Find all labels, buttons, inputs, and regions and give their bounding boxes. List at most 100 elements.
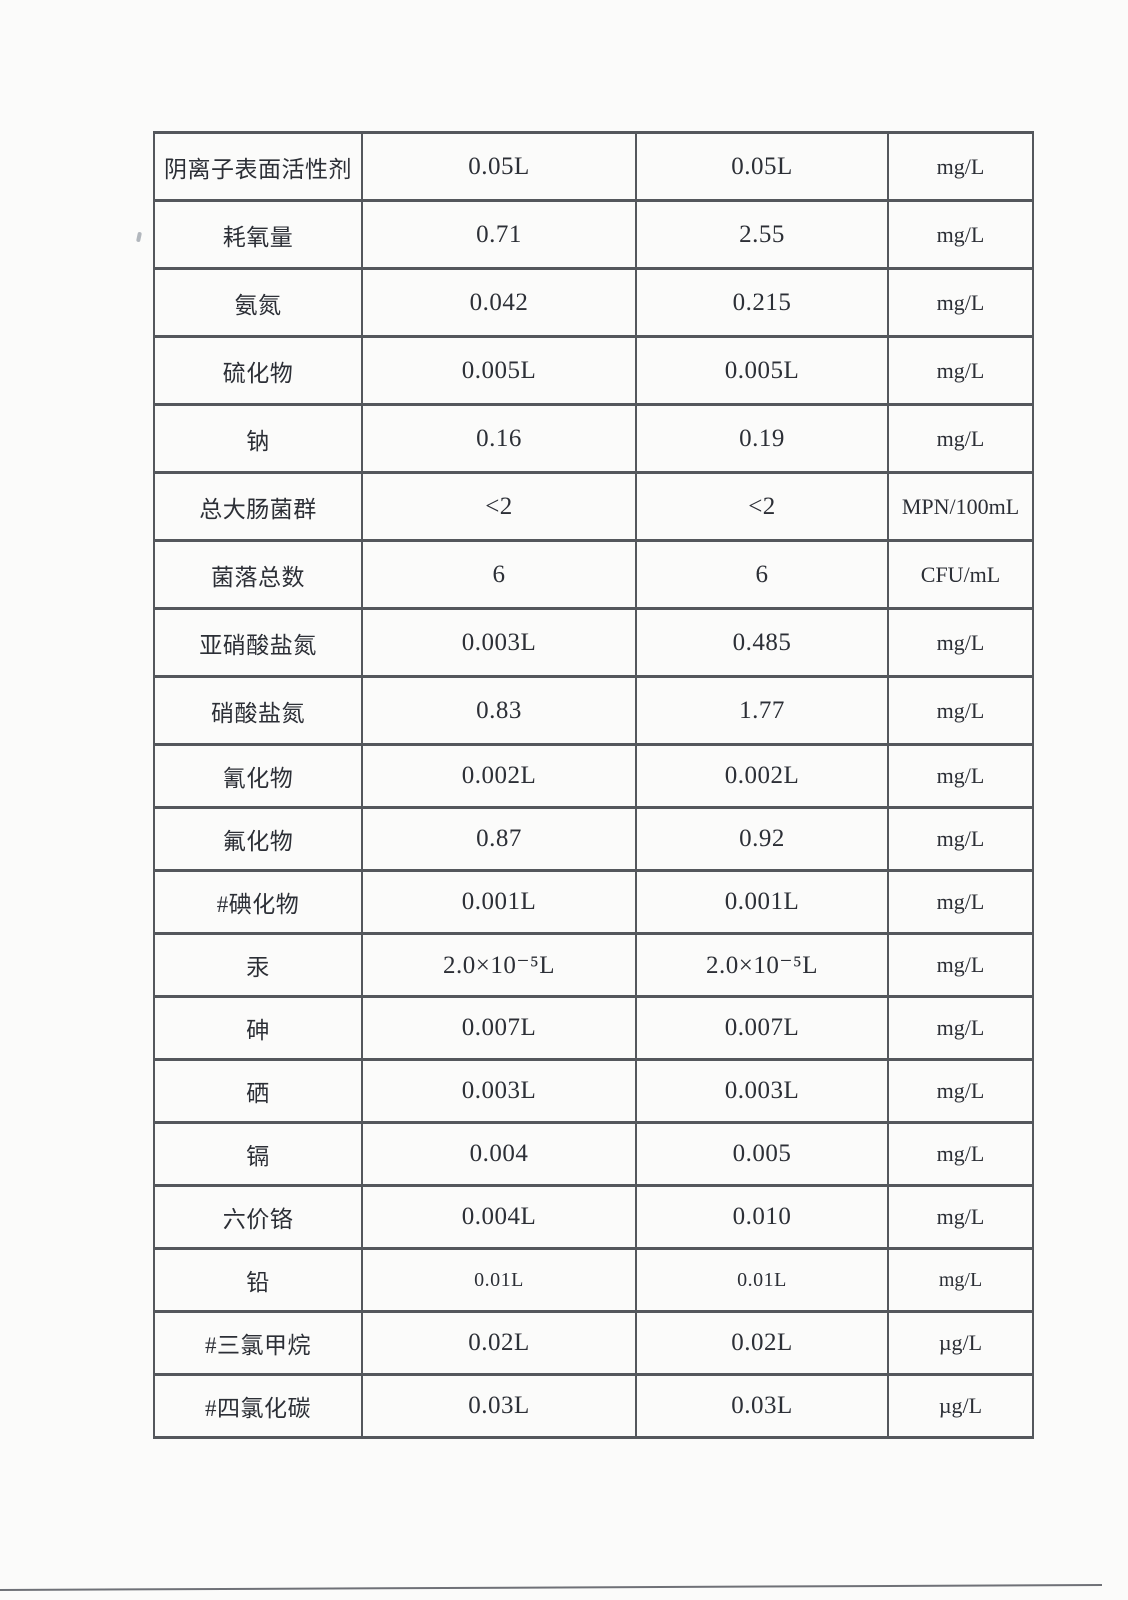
sample1-value-cell: 0.01L [361, 1247, 637, 1313]
sample2-value-cell: 6 [635, 539, 889, 610]
unit-cell: µg/L [887, 1373, 1034, 1439]
sample2-value-cell: 0.215 [635, 267, 889, 338]
parameter-name-cell: 氨氮 [153, 267, 363, 338]
unit-cell: µg/L [887, 1310, 1034, 1376]
table-row: 镉 0.004 0.005 mg/L [153, 1121, 1034, 1187]
parameter-name-cell: 砷 [153, 995, 363, 1061]
sample2-value-cell: 1.77 [635, 675, 889, 746]
parameter-name-cell: 氟化物 [153, 806, 363, 872]
sample2-value-cell: 0.05L [635, 131, 889, 202]
table-row: 砷 0.007L 0.007L mg/L [153, 995, 1034, 1061]
parameter-name-cell: 氰化物 [153, 743, 363, 809]
unit-cell: mg/L [887, 675, 1034, 746]
parameter-name-cell: 硫化物 [153, 335, 363, 406]
sample1-value-cell: 0.005L [361, 335, 637, 406]
sample2-value-cell: 0.007L [635, 995, 889, 1061]
parameter-name-cell: 汞 [153, 932, 363, 998]
table-row: #四氯化碳 0.03L 0.03L µg/L [153, 1373, 1034, 1439]
table-row: 氰化物 0.002L 0.002L mg/L [153, 743, 1034, 809]
parameter-name-cell: #三氯甲烷 [153, 1310, 363, 1376]
sample2-value-cell: 0.19 [635, 403, 889, 474]
sample1-value-cell: 0.007L [361, 995, 637, 1061]
parameter-name-cell: 亚硝酸盐氮 [153, 607, 363, 678]
parameter-name-cell: #四氯化碳 [153, 1373, 363, 1439]
sample1-value-cell: 0.004L [361, 1184, 637, 1250]
parameter-name-cell: #碘化物 [153, 869, 363, 935]
sample1-value-cell: 0.71 [361, 199, 637, 270]
unit-cell: mg/L [887, 995, 1034, 1061]
sample1-value-cell: <2 [361, 471, 637, 542]
unit-cell: mg/L [887, 199, 1034, 270]
unit-cell: mg/L [887, 869, 1034, 935]
sample2-value-cell: 0.03L [635, 1373, 889, 1439]
sample1-value-cell: 0.16 [361, 403, 637, 474]
table-row: 铅 0.01L 0.01L mg/L [153, 1247, 1034, 1313]
table-body: 阴离子表面活性剂 0.05L 0.05L mg/L 耗氧量 0.71 2.55 … [153, 131, 1034, 1439]
sample2-value-cell: 0.010 [635, 1184, 889, 1250]
table-row: 硫化物 0.005L 0.005L mg/L [153, 335, 1034, 406]
unit-cell: mg/L [887, 1247, 1034, 1313]
sample1-value-cell: 0.02L [361, 1310, 637, 1376]
parameter-name-cell: 总大肠菌群 [153, 471, 363, 542]
table-row: 总大肠菌群 <2 <2 MPN/100mL [153, 471, 1034, 542]
table-row: 氟化物 0.87 0.92 mg/L [153, 806, 1034, 872]
scan-line-artifact [0, 1583, 1102, 1591]
table-row: #碘化物 0.001L 0.001L mg/L [153, 869, 1034, 935]
unit-cell: mg/L [887, 403, 1034, 474]
unit-cell: mg/L [887, 1058, 1034, 1124]
sample1-value-cell: 0.87 [361, 806, 637, 872]
unit-cell: mg/L [887, 131, 1034, 202]
sample2-value-cell: 0.003L [635, 1058, 889, 1124]
sample2-value-cell: 0.01L [635, 1247, 889, 1313]
sample2-value-cell: 0.92 [635, 806, 889, 872]
table-row: 菌落总数 6 6 CFU/mL [153, 539, 1034, 610]
sample1-value-cell: 0.003L [361, 1058, 637, 1124]
parameter-name-cell: 镉 [153, 1121, 363, 1187]
sample2-value-cell: 2.55 [635, 199, 889, 270]
scan-speck-artifact [136, 231, 142, 243]
parameter-name-cell: 菌落总数 [153, 539, 363, 610]
water-quality-results-table: 阴离子表面活性剂 0.05L 0.05L mg/L 耗氧量 0.71 2.55 … [153, 131, 1034, 1439]
parameter-name-cell: 六价铬 [153, 1184, 363, 1250]
sample1-value-cell: 0.002L [361, 743, 637, 809]
unit-cell: MPN/100mL [887, 471, 1034, 542]
table-row: #三氯甲烷 0.02L 0.02L µg/L [153, 1310, 1034, 1376]
sample2-value-cell: <2 [635, 471, 889, 542]
table-row: 亚硝酸盐氮 0.003L 0.485 mg/L [153, 607, 1034, 678]
table-row: 氨氮 0.042 0.215 mg/L [153, 267, 1034, 338]
table-row: 阴离子表面活性剂 0.05L 0.05L mg/L [153, 131, 1034, 202]
unit-cell: mg/L [887, 335, 1034, 406]
parameter-name-cell: 耗氧量 [153, 199, 363, 270]
unit-cell: mg/L [887, 1121, 1034, 1187]
sample1-value-cell: 6 [361, 539, 637, 610]
table-row: 钠 0.16 0.19 mg/L [153, 403, 1034, 474]
sample1-value-cell: 0.042 [361, 267, 637, 338]
unit-cell: mg/L [887, 607, 1034, 678]
unit-cell: mg/L [887, 806, 1034, 872]
unit-cell: mg/L [887, 267, 1034, 338]
sample2-value-cell: 0.005L [635, 335, 889, 406]
unit-cell: mg/L [887, 932, 1034, 998]
table-row: 硝酸盐氮 0.83 1.77 mg/L [153, 675, 1034, 746]
sample1-value-cell: 0.83 [361, 675, 637, 746]
table-row: 汞 2.0×10⁻⁵L 2.0×10⁻⁵L mg/L [153, 932, 1034, 998]
sample2-value-cell: 0.02L [635, 1310, 889, 1376]
sample1-value-cell: 2.0×10⁻⁵L [361, 932, 637, 998]
parameter-name-cell: 阴离子表面活性剂 [153, 131, 363, 202]
parameter-name-cell: 硒 [153, 1058, 363, 1124]
sample1-value-cell: 0.03L [361, 1373, 637, 1439]
parameter-name-cell: 铅 [153, 1247, 363, 1313]
sample1-value-cell: 0.004 [361, 1121, 637, 1187]
sample1-value-cell: 0.003L [361, 607, 637, 678]
parameter-name-cell: 钠 [153, 403, 363, 474]
sample2-value-cell: 0.001L [635, 869, 889, 935]
unit-cell: mg/L [887, 743, 1034, 809]
unit-cell: mg/L [887, 1184, 1034, 1250]
table-row: 耗氧量 0.71 2.55 mg/L [153, 199, 1034, 270]
sample2-value-cell: 0.485 [635, 607, 889, 678]
sample2-value-cell: 0.002L [635, 743, 889, 809]
table-row: 六价铬 0.004L 0.010 mg/L [153, 1184, 1034, 1250]
parameter-name-cell: 硝酸盐氮 [153, 675, 363, 746]
sample2-value-cell: 2.0×10⁻⁵L [635, 932, 889, 998]
